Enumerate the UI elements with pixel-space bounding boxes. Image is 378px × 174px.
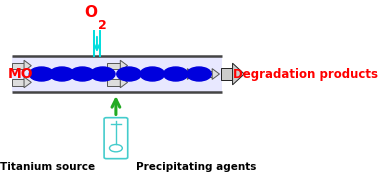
Circle shape [140, 67, 164, 81]
Text: 2: 2 [98, 19, 107, 32]
Bar [176, 71, 187, 77]
Circle shape [117, 67, 141, 81]
Polygon shape [120, 77, 127, 88]
Bar [221, 68, 232, 80]
Bar [12, 56, 222, 92]
Circle shape [50, 67, 74, 81]
FancyBboxPatch shape [104, 118, 128, 159]
Text: O: O [84, 5, 97, 20]
Bar [12, 79, 24, 85]
Circle shape [70, 67, 94, 81]
Polygon shape [232, 63, 244, 85]
Circle shape [163, 67, 188, 81]
Bar [107, 62, 120, 69]
Polygon shape [212, 69, 220, 79]
Circle shape [187, 67, 211, 81]
Polygon shape [120, 60, 127, 71]
Text: Titanium source: Titanium source [0, 162, 96, 172]
Bar [107, 79, 120, 85]
Text: Degradation products: Degradation products [232, 68, 378, 81]
Circle shape [29, 67, 54, 81]
Polygon shape [24, 60, 31, 71]
Polygon shape [187, 69, 195, 79]
Bar [200, 71, 212, 77]
Text: Precipitating agents: Precipitating agents [136, 162, 257, 172]
Bar [12, 62, 24, 69]
Circle shape [90, 67, 115, 81]
Polygon shape [24, 77, 31, 88]
Text: MO: MO [8, 67, 34, 81]
